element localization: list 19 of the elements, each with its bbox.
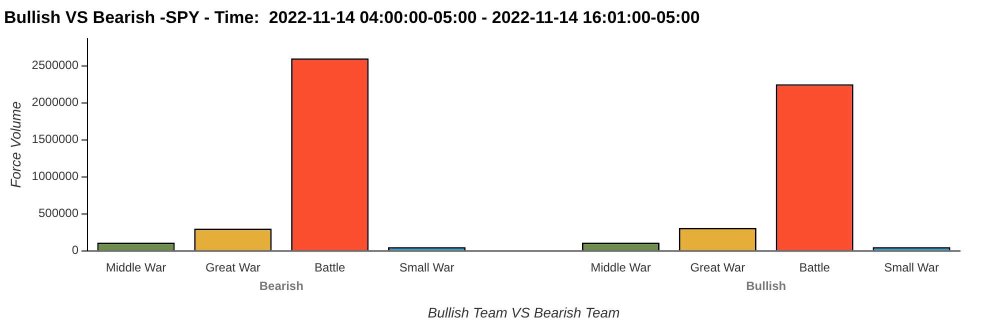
- x-tick-label: Battle: [314, 260, 346, 274]
- y-axis-title: Force Volume: [7, 101, 24, 188]
- x-tick-label: Small War: [884, 260, 939, 274]
- y-tick-label: 2500000: [32, 58, 79, 72]
- x-axis-title: Bullish Team VS Bearish Team: [428, 304, 620, 320]
- text: Bullish: [746, 279, 786, 294]
- y-tick-label: 1500000: [32, 132, 79, 146]
- x-tick-label: Great War: [690, 260, 746, 274]
- x-tick-label: Small War: [399, 260, 454, 274]
- x-tick-label: Great War: [205, 260, 260, 274]
- text: Bearish: [259, 279, 304, 294]
- y-tick-label: 1000000: [32, 169, 79, 184]
- x-tick-label: Battle: [799, 260, 830, 274]
- chart-title: Bullish VS Bearish -SPY - Time: 2022-11-14 04:00:00-05:00 - 2022-11-14 16:01:00-05:00: [4, 8, 700, 27]
- x-tick-label: Middle War: [590, 260, 651, 274]
- y-tick-label: 500000: [38, 206, 79, 220]
- y-tick-label: 2000000: [32, 95, 79, 110]
- x-tick-label: Middle War: [106, 260, 166, 274]
- y-tick-label: 0: [72, 243, 79, 258]
